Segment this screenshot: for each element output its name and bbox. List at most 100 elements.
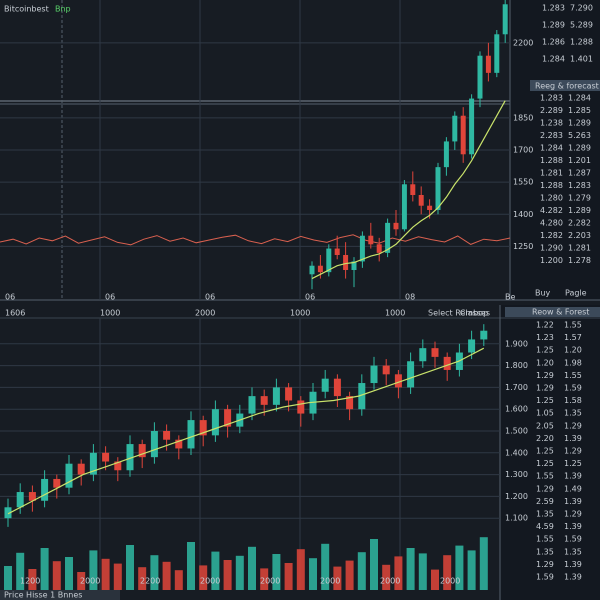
candle-body — [285, 387, 293, 401]
book-cell: 1.29 — [564, 510, 582, 519]
app-tag: Bnp — [55, 5, 71, 14]
candle-body — [138, 444, 146, 458]
classes-button[interactable]: Classes — [460, 309, 490, 318]
volume-bar — [52, 561, 61, 590]
book-cell: 1.279 — [568, 194, 591, 203]
volume-bar — [101, 558, 110, 590]
volume-bar — [418, 553, 427, 590]
book-cell: 1.283 — [542, 4, 565, 13]
volume-bar — [284, 563, 293, 590]
book-cell: 1.59 — [536, 573, 554, 582]
book-cell: 1.25 — [536, 447, 554, 456]
book-cell: 1.283 — [540, 94, 563, 103]
book-cell: 1.39 — [564, 472, 582, 481]
candle-body — [297, 400, 305, 414]
x-tick-label: 1000 — [100, 309, 120, 318]
volume-bar — [272, 554, 281, 590]
book-cell: 1.35 — [536, 547, 554, 556]
book-cell: 1.284 — [542, 55, 565, 64]
x-tick-label: 2000 — [260, 577, 280, 586]
bottom-side-panel — [500, 305, 600, 600]
book-cell: 1.23 — [536, 333, 554, 342]
volume-bar — [126, 545, 134, 590]
book-cell: 7.290 — [570, 4, 593, 13]
book-cell: 4.59 — [536, 522, 554, 531]
book-cell: 1.29 — [536, 371, 554, 380]
y-tick-label: 1.500 — [505, 427, 528, 436]
book-footer: Pagle — [565, 289, 587, 298]
x-tick-label: Be — [505, 293, 515, 302]
x-tick-label: 2000 — [380, 577, 400, 586]
y-tick-label: 2200 — [513, 38, 533, 47]
volume-bar — [16, 552, 25, 590]
candle-body — [452, 115, 458, 142]
book-cell: 1.35 — [564, 547, 582, 556]
book-cell: 2.282 — [568, 219, 591, 228]
candle-body — [4, 507, 12, 519]
app-title: Bitcoinbest — [4, 5, 49, 14]
book-cell: 1.22 — [536, 321, 554, 330]
candle-body — [89, 452, 97, 475]
candle-body — [443, 356, 451, 370]
candle-body — [419, 348, 427, 362]
candle-body — [394, 374, 402, 388]
book-header — [530, 80, 600, 91]
volume-bar — [296, 549, 305, 590]
candle-body — [65, 463, 73, 488]
volume-bar — [199, 565, 208, 590]
book-cell: 1.289 — [542, 21, 565, 30]
x-tick-label: 06 — [5, 293, 15, 302]
candle-body — [309, 265, 315, 275]
book-cell: 1.280 — [540, 194, 563, 203]
book-cell: 1.55 — [536, 535, 554, 544]
book-cell: 1.29 — [536, 484, 554, 493]
x-tick-label: 1606 — [5, 309, 25, 318]
volume-bar — [235, 555, 244, 590]
volume-bar — [150, 555, 159, 590]
book-header — [505, 307, 600, 317]
candle-body — [272, 387, 280, 405]
candle-body — [494, 34, 500, 73]
candle-body — [385, 222, 391, 253]
book-cell: 1.29 — [536, 384, 554, 393]
x-tick-label: 08 — [405, 293, 415, 302]
book-cell: 2.59 — [536, 497, 554, 506]
volume-bar — [89, 550, 98, 590]
candle-body — [41, 478, 49, 501]
book-cell: 1.39 — [564, 560, 582, 569]
candle-body — [343, 255, 349, 270]
book-cell: 1.200 — [540, 256, 563, 265]
book-cell: 1.238 — [540, 119, 563, 128]
book-cell: 1.39 — [564, 522, 582, 531]
volume-bar — [211, 551, 220, 590]
y-tick-label: 1.200 — [505, 492, 528, 501]
volume-bar — [187, 542, 195, 590]
book-title: Reeg & forecast — [535, 82, 599, 91]
candle-body — [334, 248, 340, 255]
book-cell: 1.39 — [564, 573, 582, 582]
x-tick-label: 2000 — [195, 309, 215, 318]
book-cell: 1.278 — [568, 256, 591, 265]
candle-body — [485, 55, 491, 73]
book-cell: 1.201 — [568, 156, 591, 165]
book-cell: 1.49 — [564, 484, 582, 493]
book-cell: 1.25 — [536, 459, 554, 468]
candle-body — [427, 205, 433, 210]
y-tick-label: 1550 — [513, 178, 533, 187]
moving-average — [7, 347, 485, 515]
candle-body — [359, 235, 365, 262]
volume-bar — [382, 564, 391, 590]
book-cell: 2.20 — [536, 434, 554, 443]
book-cell: 1.29 — [564, 447, 582, 456]
x-tick-label: 2200 — [140, 577, 160, 586]
book-cell: 1.289 — [568, 119, 591, 128]
volume-bar — [65, 557, 73, 590]
book-cell: 1.281 — [568, 244, 591, 253]
candle-body — [358, 383, 366, 410]
candle-body — [333, 378, 341, 397]
x-tick-label: 06 — [105, 293, 115, 302]
select-button[interactable]: Select Rembop — [428, 309, 488, 318]
candle-body — [114, 461, 122, 471]
volume-bar — [162, 561, 171, 590]
book-cell: 1.285 — [568, 106, 591, 115]
